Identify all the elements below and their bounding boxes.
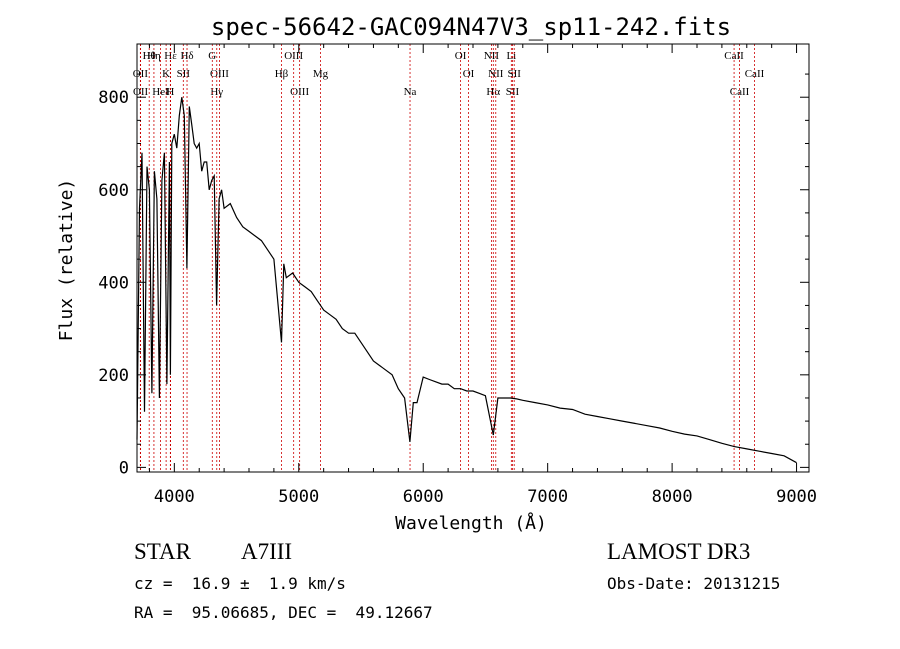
line-label: OI [463, 68, 475, 80]
line-label: OIII [210, 68, 229, 80]
line-label: Mg [313, 68, 329, 80]
line-label: CaII [745, 68, 765, 80]
object-subclass: A7III [241, 539, 293, 564]
line-label: HeI [152, 86, 169, 98]
redshift-text: cz = 16.9 ± 1.9 km/s [134, 574, 346, 593]
line-label: Hγ [210, 86, 223, 98]
y-axis-label: Flux (relative) [56, 179, 77, 342]
coords-text: RA = 95.06685, DEC = 49.12667 [134, 603, 433, 622]
line-label: G [208, 50, 216, 62]
line-label: OIII [290, 86, 309, 98]
line-label: Hθ [143, 50, 156, 62]
line-label: SII [507, 68, 521, 80]
line-label: Hη [147, 50, 161, 62]
y-tick-label: 400 [98, 273, 129, 293]
survey-name: LAMOST DR3 [607, 539, 751, 564]
line-label: OI [455, 50, 467, 62]
x-tick-label: 5000 [278, 487, 319, 507]
x-tick-label: 6000 [403, 487, 444, 507]
axis-ticks: 4000 5000 6000 7000 8000 9000 0 200 400 600 800 [98, 44, 817, 507]
line-label: Hε [164, 50, 177, 62]
line-label: OIII [284, 50, 303, 62]
line-label: Hβ [275, 68, 289, 80]
flux-line [136, 97, 797, 464]
line-label: SII [177, 68, 191, 80]
y-tick-label: 200 [98, 366, 129, 386]
object-class: STAR [134, 539, 191, 564]
line-markers: HθOIIOIIHηKHeIHεSIIHHδOIIIHγGHβOIIIOIIIM… [133, 44, 765, 472]
plot-frame [136, 43, 810, 473]
chart-title: spec-56642-GAC094N47V3_sp11-242.fits [211, 13, 731, 41]
x-axis-label: Wavelength (Å) [395, 512, 547, 534]
line-label: Li [506, 50, 516, 62]
line-label: CaII [730, 86, 750, 98]
line-label: K [162, 68, 170, 80]
x-tick-label: 9000 [776, 487, 817, 507]
line-label: NII [484, 50, 500, 62]
obs-date-text: Obs-Date: 20131215 [607, 574, 781, 593]
y-tick-label: 0 [119, 458, 129, 478]
line-label: CaII [724, 50, 744, 62]
line-label: Na [404, 86, 417, 98]
line-label: OII [133, 86, 149, 98]
line-label: SII [506, 86, 520, 98]
x-tick-label: 7000 [527, 487, 568, 507]
x-tick-label: 8000 [652, 487, 693, 507]
y-tick-label: 800 [98, 88, 129, 108]
y-tick-label: 600 [98, 181, 129, 201]
line-label: Hα [486, 86, 500, 98]
line-label: H [166, 86, 174, 98]
line-label: Hδ [180, 50, 193, 62]
line-label: NII [488, 68, 504, 80]
x-tick-label: 4000 [154, 487, 195, 507]
